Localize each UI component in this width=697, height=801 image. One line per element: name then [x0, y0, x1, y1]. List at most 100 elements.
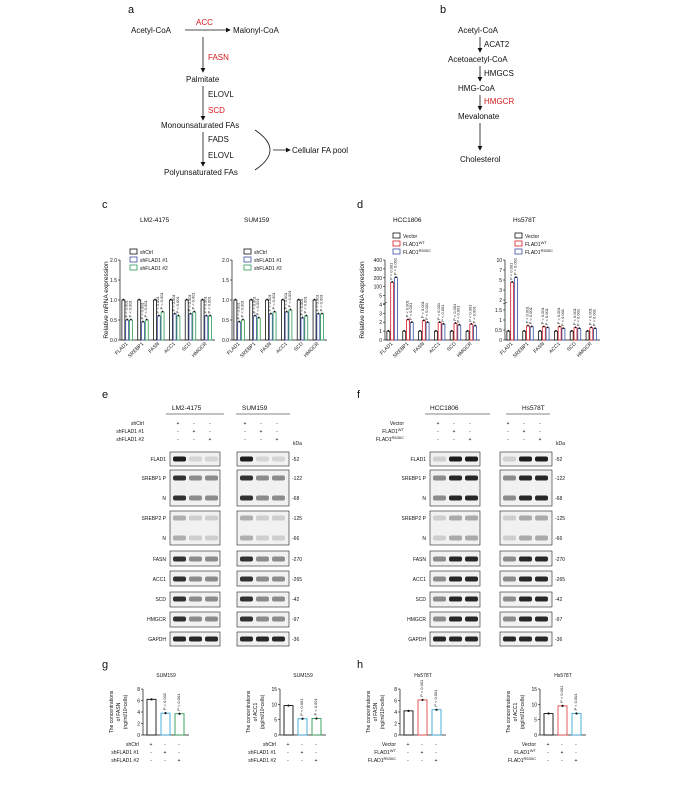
chart-d2-point	[507, 329, 510, 332]
chart-c1-pval: P < 0.001	[175, 296, 180, 314]
chart-h2-ylabel: The concentrations	[506, 690, 512, 733]
chart-d1-tick-label: 200	[374, 276, 383, 282]
chart-c2-point	[238, 320, 241, 323]
chart-h2-pval: P < 0.001	[573, 693, 578, 711]
blot-f-band	[503, 616, 516, 622]
chart-d2-pval: P < 0.001	[576, 308, 581, 326]
blot-f-band	[449, 636, 462, 642]
node-mufa: Monounsaturated FAs	[161, 121, 239, 130]
blot-e-kda-label: -265	[292, 577, 302, 583]
chart-c1-point	[173, 312, 176, 315]
blot-e-band	[240, 495, 253, 501]
g-rows-2-sign: -	[287, 750, 289, 756]
g-rows-1-sign: +	[178, 758, 181, 764]
blot-e-kda-label: -52	[292, 457, 299, 463]
blot-f-kda-label: -36	[555, 637, 562, 643]
chart-c2-bar	[237, 321, 242, 341]
blot-e-protein-label: SCD	[155, 597, 166, 603]
chart-d2-bar	[589, 327, 594, 341]
chart-d1-category-label: SCD	[446, 341, 458, 353]
enzyme-acat2: ACAT2	[484, 40, 510, 49]
blot-f-band	[465, 636, 478, 642]
chart-h2-point	[561, 704, 564, 707]
chart-c1-point	[193, 310, 196, 313]
chart-h2-point	[575, 712, 578, 715]
g-rows-1-sign: -	[164, 758, 166, 764]
blot-e-band	[256, 535, 269, 541]
chart-d2-bar	[538, 330, 542, 341]
chart-c1-point	[209, 314, 211, 317]
g-rows-1-sign: -	[178, 742, 180, 748]
chart-c1-bar	[156, 315, 161, 341]
chart-d1-bar	[402, 330, 407, 341]
chart-d2-bar	[585, 330, 590, 341]
chart-g2-tick-label: 0	[274, 733, 277, 739]
chart-d1-pval: P < 0.001	[436, 302, 441, 320]
chart-d1-point	[403, 329, 406, 332]
blot-f-kda-label: -52	[555, 457, 562, 463]
chart-d2-pval: P < 0.001	[591, 308, 596, 326]
panel-letter-f: f	[357, 389, 361, 401]
chart-c2-point	[301, 316, 304, 319]
chart-c2-pval: P < 0.001	[287, 290, 292, 308]
chart-d1-pval: P < 0.001	[404, 299, 409, 317]
chart-h1-title: Hs578T	[414, 673, 432, 679]
blot-e-band	[205, 475, 218, 481]
chart-c2-pval: P < 0.001	[271, 292, 276, 310]
chart-d1-tick-label: 3	[379, 311, 382, 317]
chart-c2-point	[297, 298, 300, 301]
blot-f-band	[503, 515, 516, 521]
blot-f-sign: -	[507, 437, 509, 443]
blot-e-blot-panel	[169, 469, 221, 507]
chart-d2-tick-label: 2	[499, 298, 502, 304]
h-rows-2-condition-sup: R530C	[524, 756, 537, 761]
chart-g2-bar	[283, 705, 294, 736]
chart-h2-point	[547, 712, 550, 715]
h-rows-1-condition-label: FLAD1R530C	[368, 756, 396, 764]
panel-letter-c: c	[102, 199, 108, 211]
blot-f-protein-label: HMGCR	[407, 617, 426, 623]
blot-f-sign: +	[507, 421, 510, 427]
enzyme-acc: ACC	[196, 18, 213, 27]
h-rows-1-sign: +	[407, 742, 410, 748]
g-rows-2-condition-label: shFLAD1 #2	[248, 758, 276, 764]
blot-f-kda-label: -97	[555, 617, 562, 623]
chart-d2-point	[570, 329, 573, 332]
blot-e-band	[256, 556, 269, 562]
chart-d2-bar	[506, 330, 511, 341]
blot-e-blot-panel	[236, 611, 290, 628]
blot-e-band	[272, 556, 285, 562]
chart-d1-bar	[465, 330, 470, 341]
blot-e-blot-panel	[236, 469, 290, 507]
blot-f-band	[503, 636, 516, 642]
chart-c1-bar	[188, 313, 193, 341]
blot-f-band	[503, 556, 516, 562]
chart-g1-ylabel: of FASN	[116, 702, 122, 721]
chart-c1-bar	[208, 315, 212, 341]
chart-d1-bar	[425, 322, 430, 341]
chart-d2-legend-label: FLAD1R530C	[525, 248, 553, 256]
chart-d1-legend-sup: R530C	[419, 248, 432, 253]
blot-e-sign: -	[276, 421, 278, 427]
chart-g1-ylabel: (ng/ml/10⁶cells)	[123, 694, 129, 729]
blot-e-band	[272, 576, 285, 582]
blot-e-band	[240, 515, 253, 521]
chart-d2-point	[590, 326, 593, 329]
chart-g2-point	[315, 717, 318, 720]
panel-e: e LM2-4175 SUM159 shCtrl + + - - - - shFLAD1 #1…	[102, 389, 302, 647]
chart-h1-bar	[403, 710, 414, 736]
blot-f-band	[503, 495, 516, 501]
h-rows-2-condition-sup: WT	[530, 748, 537, 753]
chart-d2-tick-label: 1.5	[495, 308, 502, 314]
chart-c2-legend-swatch	[243, 248, 252, 255]
chart-d2-legend-sup: R530C	[541, 248, 554, 253]
chart-g1-bar	[174, 713, 185, 736]
blot-e-sign: +	[276, 437, 279, 443]
blot-e-band	[173, 596, 186, 602]
h-rows-1-sign: -	[435, 750, 437, 756]
blot-f-band	[433, 636, 446, 642]
c-ylabel: Relative mRNA expression	[103, 261, 110, 339]
chart-c2-point	[281, 298, 284, 301]
chart-c1-legend-label: shFLAD1 #1	[140, 258, 168, 264]
